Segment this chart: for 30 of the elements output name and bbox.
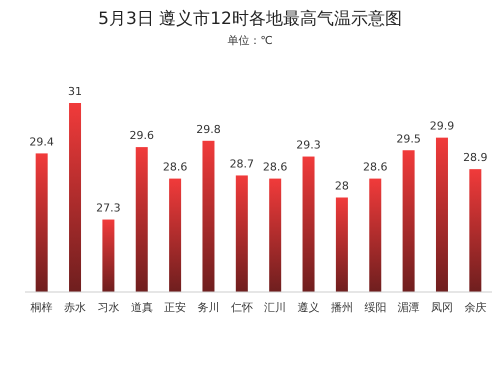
data-label: 28 — [334, 180, 349, 192]
chart-subtitle: 单位：℃ — [227, 34, 273, 47]
x-tick-label: 播州 — [330, 301, 353, 314]
x-tick-label: 习水 — [97, 301, 120, 314]
x-tick-label: 汇川 — [264, 301, 286, 314]
data-label: 28.7 — [230, 157, 254, 170]
data-label: 29.5 — [396, 132, 421, 146]
data-label: 28.6 — [262, 160, 288, 174]
x-tick-label: 凤冈 — [430, 301, 453, 314]
data-label: 29.9 — [430, 120, 454, 133]
data-label: 28.6 — [363, 160, 388, 174]
x-tick-label: 道真 — [130, 301, 153, 314]
chart-title: 5月3日 遵义市12时各地最高气温示意图 — [98, 9, 402, 29]
x-tick-label: 湄潭 — [398, 301, 420, 314]
data-label: 29.4 — [29, 135, 54, 148]
data-label: 28.6 — [162, 160, 188, 174]
x-tick-label: 正安 — [164, 301, 186, 314]
x-tick-label: 仁怀 — [230, 301, 253, 314]
data-label: 27.3 — [96, 202, 121, 215]
x-tick-label: 桐梓 — [30, 301, 53, 314]
data-label: 28.9 — [463, 151, 488, 164]
x-tick-label: 务川 — [197, 301, 220, 314]
x-tick-label: 余庆 — [464, 301, 486, 314]
data-label: 29.3 — [296, 138, 321, 152]
x-tick-label: 遵义 — [298, 301, 320, 314]
x-tick-label: 赤水 — [64, 301, 86, 314]
x-tick-label: 绥阳 — [364, 301, 386, 314]
data-label: 29.6 — [130, 129, 154, 142]
data-label: 31 — [68, 85, 82, 98]
data-label: 29.8 — [196, 122, 221, 136]
